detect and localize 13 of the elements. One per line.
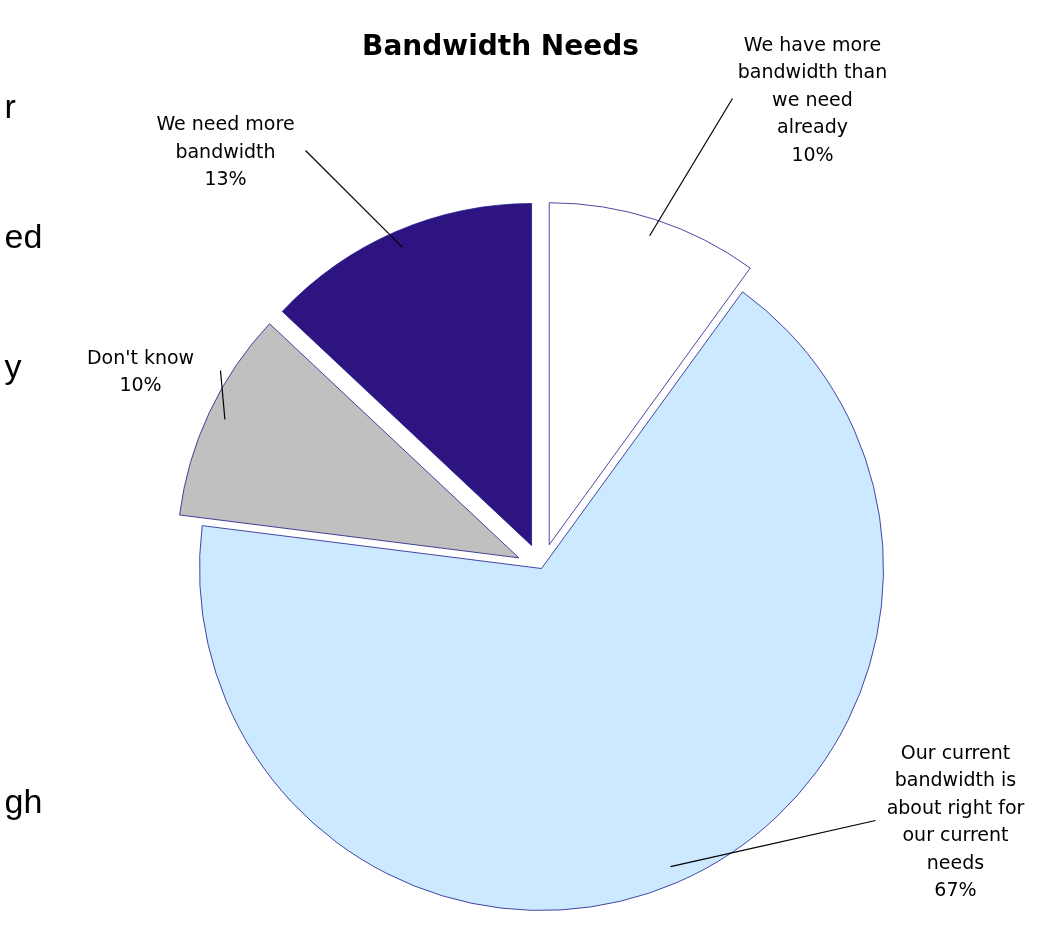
data-label: 10% — [791, 142, 834, 165]
data-label: 13% — [204, 167, 247, 189]
text: ed — [4, 216, 43, 255]
slice-label: We have more bandwidth than we need already — [737, 32, 888, 137]
chart-title: Bandwidth Needs — [362, 29, 639, 62]
data-label: 10% — [119, 373, 162, 396]
text: y — [4, 346, 22, 385]
data-label: 67% — [934, 878, 977, 901]
text: r — [4, 86, 16, 125]
slice-label: Don't know — [86, 345, 195, 368]
text: gh — [4, 781, 43, 820]
slice-label: We need more bandwidth — [156, 112, 295, 162]
slice-label: Our current bandwidth is about right for our current needs — [886, 740, 1025, 873]
